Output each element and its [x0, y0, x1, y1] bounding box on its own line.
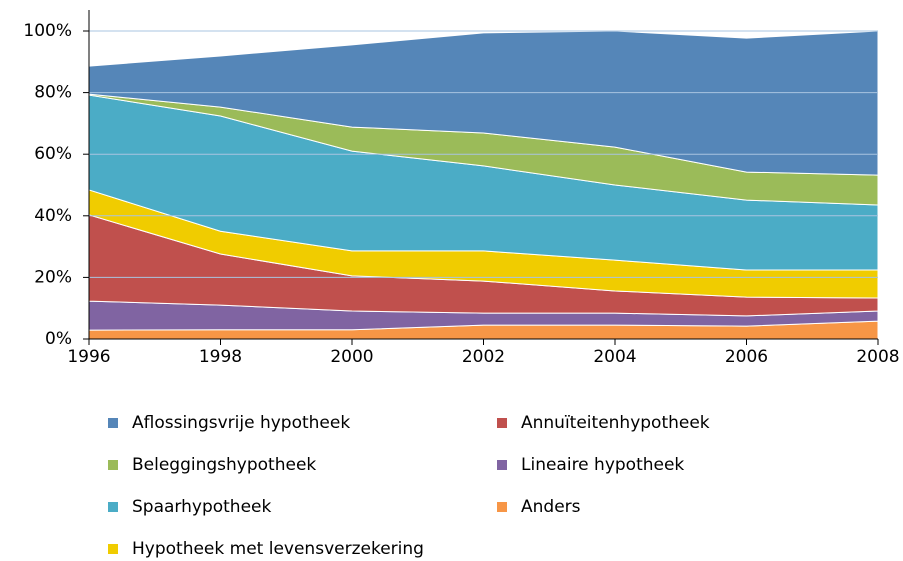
legend-label: Annuïteitenhypotheek: [521, 413, 710, 433]
x-tick-label: 2000: [330, 347, 373, 367]
y-tick-label: 20%: [34, 267, 72, 287]
area: [88, 30, 879, 176]
y-tick-label: 60%: [34, 144, 72, 164]
y-tick-label: 40%: [34, 206, 72, 226]
legend-marker: [497, 418, 507, 428]
y-tick-label: 0%: [45, 329, 72, 349]
x-tick-label: 1998: [199, 347, 242, 367]
legend-label: Spaarhypotheek: [132, 497, 271, 517]
legend-label: Hypotheek met levensverzekering: [132, 539, 424, 559]
legend-marker: [108, 502, 118, 512]
x-tick-label: 2008: [856, 347, 899, 367]
legend-label: Anders: [521, 497, 581, 517]
legend-marker: [108, 460, 118, 470]
x-tick-label: 2004: [593, 347, 636, 367]
legend-label: Aflossingsvrije hypotheek: [132, 413, 350, 433]
legend-label: Lineaire hypotheek: [521, 455, 684, 475]
x-tick-label: 2006: [725, 347, 768, 367]
x-tick-label: 1996: [67, 347, 110, 367]
legend-marker: [497, 460, 507, 470]
y-tick-label: 80%: [34, 83, 72, 103]
legend-label: Beleggingshypotheek: [132, 455, 316, 475]
legend-marker: [108, 544, 118, 554]
x-tick-label: 2002: [462, 347, 505, 367]
y-tick-label: 100%: [23, 21, 72, 41]
legend-marker: [108, 418, 118, 428]
legend-marker: [497, 502, 507, 512]
